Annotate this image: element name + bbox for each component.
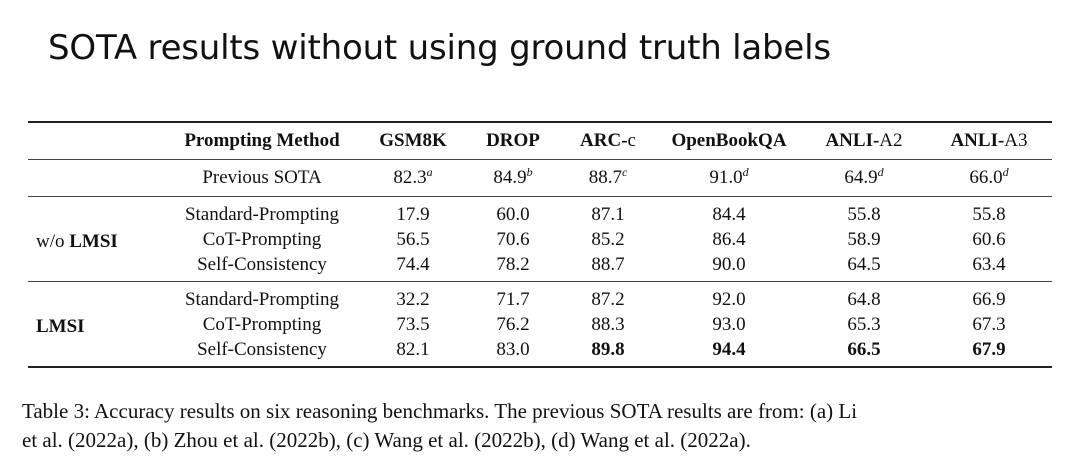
- cell-drop: 84.9b: [493, 165, 533, 188]
- cell-anli-a2: 65.3: [847, 314, 881, 335]
- cell-anli-a3: 55.8: [972, 204, 1006, 225]
- cell-drop: 78.2: [496, 254, 530, 275]
- table-row: w/o LMSI Standard-Prompting 17.9 60.0 87…: [28, 196, 1052, 252]
- cell-gsm8k: 82.1: [396, 339, 430, 360]
- table-row: Self-Consistency 82.1 83.0 89.8 94.4 66.…: [28, 337, 1052, 367]
- header-arc-c: ARC-c: [580, 130, 636, 151]
- table-header-row: Prompting Method GSM8K DROP ARC-c OpenBo…: [28, 122, 1052, 160]
- slide-title: SOTA results without using ground truth …: [48, 28, 831, 68]
- cell-anli-a3: 66.0d: [969, 165, 1009, 188]
- cell-openbookqa: 84.4: [712, 204, 746, 225]
- cell-anli-a2: 55.8: [847, 204, 881, 225]
- cell-openbookqa-best: 94.4: [712, 339, 746, 360]
- row-method: Self-Consistency: [197, 254, 327, 275]
- table-row: Self-Consistency 74.4 78.2 88.7 90.0 64.…: [28, 252, 1052, 282]
- table-row: LMSI Standard-Prompting 32.2 71.7 87.2 9…: [28, 281, 1052, 337]
- row-method: CoT-Prompting: [202, 314, 322, 335]
- cell-arc-c: 88.3: [591, 314, 625, 335]
- cell-arc-c: 87.2: [591, 289, 625, 310]
- cell-anli-a2-best: 66.5: [847, 339, 881, 360]
- header-anli-a3: ANLI-A3: [950, 130, 1028, 151]
- cell-drop: 71.7: [496, 289, 530, 310]
- cell-anli-a3: 67.3: [972, 314, 1006, 335]
- header-blank: [28, 122, 164, 160]
- cell-drop: 70.6: [496, 229, 530, 250]
- table-row: CoT-Prompting 56.5 70.6 85.2 86.4 58.9 6…: [28, 227, 1052, 252]
- cell-gsm8k: 82.3a: [393, 165, 433, 188]
- cell-anli-a2: 64.8: [847, 289, 881, 310]
- cell-gsm8k: 17.9: [396, 204, 430, 225]
- results-table: Prompting Method GSM8K DROP ARC-c OpenBo…: [28, 121, 1052, 368]
- cell-gsm8k: 56.5: [396, 229, 430, 250]
- previous-sota-row: Previous SOTA 82.3a 84.9b 88.7c 91.0d 64…: [28, 159, 1052, 197]
- cell-anli-a3: 60.6: [972, 229, 1006, 250]
- cell-anli-a2: 64.9d: [844, 165, 884, 188]
- row-method: CoT-Prompting: [202, 229, 322, 250]
- header-openbookqa: OpenBookQA: [671, 130, 787, 151]
- table-row: CoT-Prompting 73.5 76.2 88.3 93.0 65.3 6…: [28, 312, 1052, 337]
- row-method: Standard-Prompting: [184, 204, 340, 225]
- row-method: Self-Consistency: [197, 339, 327, 360]
- cell-openbookqa: 91.0d: [709, 165, 749, 188]
- cell-anli-a3: 63.4: [972, 254, 1006, 275]
- cell-anli-a2: 64.5: [847, 254, 881, 275]
- cell-drop: 83.0: [496, 339, 530, 360]
- header-anli-a2: ANLI-A2: [825, 130, 903, 151]
- row-group-blank: [28, 160, 164, 197]
- cell-gsm8k: 74.4: [396, 254, 430, 275]
- table-caption: Table 3: Accuracy results on six reasoni…: [22, 397, 1072, 455]
- cell-arc-c: 85.2: [591, 229, 625, 250]
- row-method: Previous SOTA: [202, 167, 322, 188]
- header-prompting-method: Prompting Method: [184, 130, 340, 151]
- cell-openbookqa: 93.0: [712, 314, 746, 335]
- caption-line-2: et al. (2022a), (b) Zhou et al. (2022b),…: [22, 428, 751, 452]
- header-drop: DROP: [486, 130, 540, 151]
- cell-anli-a3-best: 67.9: [972, 339, 1006, 360]
- cell-arc-c: 87.1: [591, 204, 625, 225]
- cell-arc-c-best: 89.8: [591, 339, 625, 360]
- header-gsm8k: GSM8K: [379, 130, 447, 151]
- cell-openbookqa: 90.0: [712, 254, 746, 275]
- cell-openbookqa: 86.4: [712, 229, 746, 250]
- cell-anli-a3: 66.9: [972, 289, 1006, 310]
- cell-drop: 76.2: [496, 314, 530, 335]
- cell-arc-c: 88.7: [591, 254, 625, 275]
- caption-line-1: Table 3: Accuracy results on six reasoni…: [22, 399, 858, 423]
- cell-arc-c: 88.7c: [588, 165, 628, 188]
- cell-drop: 60.0: [496, 204, 530, 225]
- group-label-wo-lmsi: w/o LMSI: [36, 231, 118, 252]
- row-method: Standard-Prompting: [184, 289, 340, 310]
- cell-gsm8k: 73.5: [396, 314, 430, 335]
- cell-anli-a2: 58.9: [847, 229, 881, 250]
- cell-gsm8k: 32.2: [396, 289, 430, 310]
- cell-openbookqa: 92.0: [712, 289, 746, 310]
- group-label-lmsi: LMSI: [36, 316, 85, 337]
- results-table-container: Prompting Method GSM8K DROP ARC-c OpenBo…: [28, 121, 1052, 368]
